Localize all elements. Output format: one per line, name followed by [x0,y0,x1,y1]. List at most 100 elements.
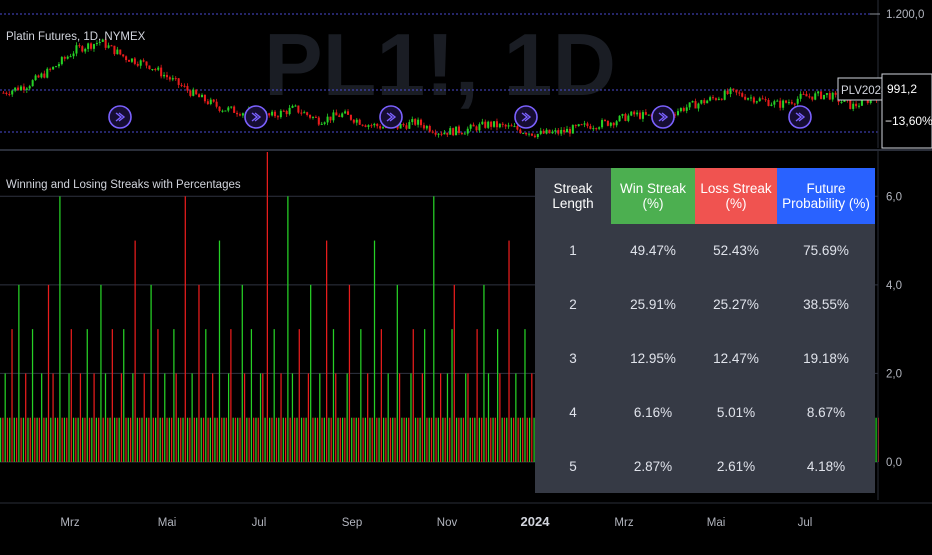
candle-body [25,88,28,90]
streak-bar [519,417,522,462]
candle-body [174,78,177,80]
streak-bar [508,240,510,462]
event-marker-glyph [251,112,262,122]
candle-body [723,90,726,100]
streak-bar [118,417,120,462]
streak-bar [467,373,469,462]
candle-body [303,112,306,114]
candle-body [40,73,43,78]
candle-body [852,103,855,109]
streak-bar [300,417,303,462]
time-axis[interactable]: Mrz Mai Jul Sep Nov 2024 Mrz Mai Jul [60,514,812,529]
cell-future-probability: 19.18% [803,350,849,366]
candle-body [568,128,571,134]
streak-bar [305,417,307,462]
streak-bar [392,417,394,462]
streak-bar [321,417,323,462]
candle-body [142,60,145,62]
streak-bar [483,284,485,462]
streak-bar [396,284,398,462]
candle-body [860,98,863,106]
candle-body [583,123,586,125]
candle-body [595,128,598,130]
streak-bar [31,329,34,462]
streak-bar [528,417,531,462]
header-future-probability: Future Probability (%) [777,168,875,224]
candle-body [165,74,169,78]
candle-body [711,97,715,99]
streak-bar [455,417,458,462]
streak-bar [177,417,180,462]
candle-body [437,133,440,135]
streak-bar [93,373,95,462]
streak-bar [442,417,444,462]
candle-body [63,57,66,59]
table-header-row: Streak Length Win Streak (%) Loss Streak… [535,168,875,224]
streak-bar [273,329,275,462]
candle-body [633,111,636,115]
streak-bar [47,284,50,462]
streak-bar [186,417,189,462]
streak-bar [29,417,31,462]
candle-body [767,100,770,106]
streak-bar [189,417,191,462]
candle-body [419,119,423,126]
candle-body [320,123,323,125]
streak-bar [428,417,430,462]
candle-body [563,129,566,133]
streak-bar [196,417,198,462]
candle-body [349,114,352,120]
candle-body [224,110,227,112]
streak-bar [223,417,225,462]
symbol-badge-label: PLV2024 [841,85,888,97]
candle-body [300,112,303,114]
candle-body [297,105,300,113]
streak-bar [485,417,487,462]
streak-bar [259,373,262,462]
candle-body [533,135,536,138]
streak-bar [478,417,481,462]
candle-body [81,46,84,52]
candle-body [92,44,96,49]
event-markers[interactable] [108,105,812,129]
candle-body [755,101,758,103]
streak-bar [316,417,319,462]
candle-body [238,114,242,116]
streak-bar [512,417,515,462]
candle-body [796,98,799,104]
streak-bar [212,373,214,462]
candle-body [857,105,861,107]
streak-bar [18,284,20,462]
candle-body [475,126,478,131]
candle-body [215,101,218,107]
candle-body [606,120,609,126]
cell-win-streak: 12.95% [630,350,676,366]
candle-body [528,133,531,135]
candle-body [268,113,271,116]
candle-body [822,94,826,99]
candle-body [855,103,858,107]
candle-body [43,73,46,78]
streak-bar [205,329,207,462]
streak-bar [294,417,296,462]
streak-bar [180,417,182,462]
indicator-y-ticks: 0,0 2,0 4,0 6,0 [886,191,902,469]
streak-bar [348,284,351,462]
streak-bar [262,373,264,462]
candle-body [180,84,183,86]
main-legend: Platin Futures, 1D, NYMEX [6,31,146,43]
streak-bar [469,417,471,462]
price-pane[interactable]: PL1!, 1D Platin Futures, 1D, NYMEX 1.200… [0,0,932,149]
candle-body [186,86,189,91]
candle-body [580,124,583,126]
candle-body [72,53,75,57]
streak-bar [15,417,18,462]
streak-bar [403,417,405,462]
streak-bar [120,373,123,462]
streak-bar [107,417,109,462]
streak-bar [134,240,136,462]
streak-bar [296,417,298,462]
candle-body [84,48,87,52]
streak-bar [150,284,152,462]
